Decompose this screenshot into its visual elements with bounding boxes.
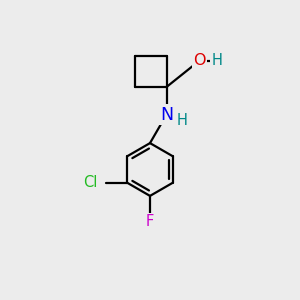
Text: Cl: Cl <box>83 175 98 190</box>
Text: O: O <box>193 53 206 68</box>
Text: H: H <box>177 113 188 128</box>
Text: H: H <box>212 53 222 68</box>
Text: F: F <box>146 214 154 230</box>
Text: N: N <box>160 106 173 124</box>
